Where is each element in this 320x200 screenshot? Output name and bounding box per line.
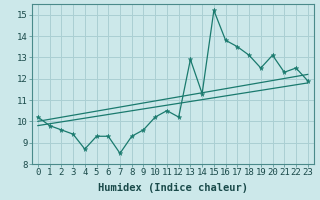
X-axis label: Humidex (Indice chaleur): Humidex (Indice chaleur) (98, 183, 248, 193)
